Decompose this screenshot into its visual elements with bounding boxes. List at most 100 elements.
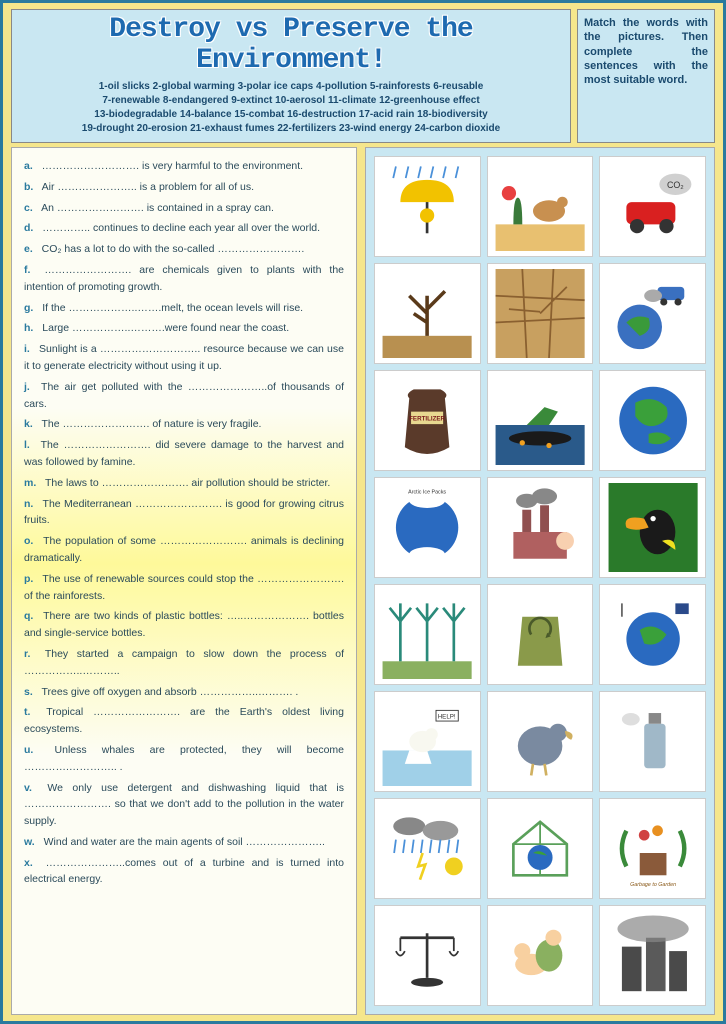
word-bank-line: 7-renewable 8-endangered 9-extinct 10-ae…	[20, 94, 562, 108]
sentence-item: n. The Mediterranean ……………………. is good f…	[24, 496, 344, 530]
picture-spray-can	[599, 691, 706, 792]
sentence-text: Unless whales are protected, they will b…	[24, 744, 344, 773]
sentence-item: b. Air ………………….. is a problem for all of…	[24, 179, 344, 196]
svg-text:HELP!: HELP!	[438, 713, 456, 720]
sentence-text: The Mediterranean ……………………. is good for …	[24, 498, 344, 527]
picture-desert-camel	[487, 156, 594, 257]
sentence-text: Air ………………….. is a problem for all of us…	[39, 181, 254, 193]
svg-text:FERTILIZER: FERTILIZER	[409, 416, 445, 423]
sentence-item: m. The laws to ……………………. air pollution s…	[24, 475, 344, 492]
picture-rainforest-toucan	[599, 477, 706, 578]
sentence-text: Wind and water are the main agents of so…	[41, 836, 325, 848]
sentence-item: l. The ……………………. did severe damage to th…	[24, 437, 344, 471]
sentence-text: They started a campaign to slow down the…	[24, 648, 344, 677]
sentence-letter: g.	[24, 302, 33, 314]
sentence-letter: r.	[24, 648, 30, 660]
svg-text:CO₂: CO₂	[667, 180, 684, 190]
sentence-item: j. The air get polluted with the ……………………	[24, 379, 344, 413]
pictures-panel: CO₂ FERTILIZER Arctic Ice Packs HELP! Garbag…	[365, 147, 715, 1015]
picture-car-globe-fumes	[599, 263, 706, 364]
sentence-letter: e.	[24, 243, 33, 255]
sentence-letter: i.	[24, 343, 30, 355]
page-title: Destroy vs Preserve the Environment!	[20, 14, 562, 76]
sentence-text: Large ……………..……….were found near the coa…	[39, 322, 289, 334]
instructions-box: Match the words with the pictures. Then …	[577, 9, 715, 143]
sentence-letter: m.	[24, 477, 36, 489]
sentence-letter: q.	[24, 610, 33, 622]
sentence-text: The ……………………. did severe damage to the h…	[24, 439, 344, 468]
picture-dead-tree	[374, 263, 481, 364]
sentence-text: Tropical ……………………. are the Earth's oldes…	[24, 706, 344, 735]
picture-garbage-to-garden: Garbage to Garden	[599, 798, 706, 899]
sentence-item: u. Unless whales are protected, they wil…	[24, 742, 344, 776]
sentence-item: e. CO₂ has a lot to do with the so-calle…	[24, 241, 344, 258]
sentence-text: ………………………. is very harmful to the enviro…	[39, 160, 303, 172]
word-bank-line: 1-oil slicks 2-global warming 3-polar ic…	[20, 80, 562, 94]
sentence-letter: u.	[24, 744, 33, 756]
sentence-item: t. Tropical ……………………. are the Earth's ol…	[24, 704, 344, 738]
sentence-item: k. The ……………………. of nature is very fragi…	[24, 416, 344, 433]
picture-car-co2: CO₂	[599, 156, 706, 257]
sentence-letter: k.	[24, 418, 33, 430]
sentence-letter: w.	[24, 836, 35, 848]
sentence-item: a. ………………………. is very harmful to the env…	[24, 158, 344, 175]
sentence-item: o. The population of some ……………………. anim…	[24, 533, 344, 567]
picture-polar-ice-caps: Arctic Ice Packs	[374, 477, 481, 578]
sentence-text: The air get polluted with the …………………..o…	[24, 381, 344, 410]
sentence-item: q. There are two kinds of plastic bottle…	[24, 608, 344, 642]
sentence-text: ……………………. are chemicals given to plants …	[24, 264, 344, 293]
sentence-letter: c.	[24, 202, 33, 214]
sentence-item: c. An ……………………. is contained in a spray …	[24, 200, 344, 217]
picture-wrestling-combat	[487, 905, 594, 1006]
sentence-text: There are two kinds of plastic bottles: …	[24, 610, 344, 639]
sentence-item: h. Large ……………..……….were found near the …	[24, 320, 344, 337]
picture-umbrella-rain	[374, 156, 481, 257]
svg-text:Arctic Ice Packs: Arctic Ice Packs	[408, 490, 446, 496]
picture-cracked-earth	[487, 263, 594, 364]
sentence-item: w. Wind and water are the main agents of…	[24, 834, 344, 851]
sentence-letter: p.	[24, 573, 33, 585]
sentence-letter: s.	[24, 686, 33, 698]
sentence-letter: o.	[24, 535, 33, 547]
sentence-text: The laws to ……………………. air pollution shou…	[42, 477, 330, 489]
sentence-letter: a.	[24, 160, 33, 172]
sentence-item: v. We only use detergent and dishwashing…	[24, 780, 344, 830]
picture-buildings-smog	[599, 905, 706, 1006]
picture-recycle-bag	[487, 584, 594, 685]
picture-wind-turbines	[374, 584, 481, 685]
sentence-text: The ……………………. of nature is very fragile.	[39, 418, 262, 430]
sentence-text: ………….. continues to decline each year al…	[39, 222, 320, 234]
sentence-text: Sunlight is a ……………………….. resource becau…	[24, 343, 344, 372]
sentence-letter: l.	[24, 439, 30, 451]
svg-text:Garbage to Garden: Garbage to Garden	[630, 882, 676, 888]
sentence-letter: t.	[24, 706, 30, 718]
sentence-item: s. Trees give off oxygen and absorb ……………	[24, 684, 344, 701]
sentence-letter: h.	[24, 322, 33, 334]
sentence-item: d. ………….. continues to decline each year…	[24, 220, 344, 237]
main-row: a. ………………………. is very harmful to the env…	[3, 147, 723, 1023]
sentence-text: We only use detergent and dishwashing li…	[24, 782, 344, 828]
sentence-text: The use of renewable sources could stop …	[24, 573, 344, 602]
sentence-letter: j.	[24, 381, 30, 393]
sentence-letter: x.	[24, 857, 33, 869]
sentence-text: Trees give off oxygen and absorb ……………..…	[39, 686, 299, 698]
header-row: Destroy vs Preserve the Environment! 1-o…	[3, 3, 723, 147]
sentence-letter: d.	[24, 222, 33, 234]
word-bank: 1-oil slicks 2-global warming 3-polar ic…	[20, 80, 562, 136]
sentences-panel: a. ………………………. is very harmful to the env…	[11, 147, 357, 1015]
sentence-item: g. If the ………………..…….melt, the ocean lev…	[24, 300, 344, 317]
sentence-item: i. Sunlight is a ……………………….. resource be…	[24, 341, 344, 375]
picture-fertilizer-sack: FERTILIZER	[374, 370, 481, 471]
sentence-letter: f.	[24, 264, 30, 276]
picture-globe-renewables	[599, 584, 706, 685]
sentence-letter: b.	[24, 181, 33, 193]
sentence-text: An ……………………. is contained in a spray can…	[39, 202, 274, 214]
sentence-item: p. The use of renewable sources could st…	[24, 571, 344, 605]
picture-balance-scale	[374, 905, 481, 1006]
sentence-text: The population of some ……………………. animals…	[24, 535, 344, 564]
sentence-text: CO₂ has a lot to do with the so-called ……	[39, 243, 305, 255]
sentence-item: x. …………………..comes out of a turbine and i…	[24, 855, 344, 889]
picture-weather-storms	[374, 798, 481, 899]
sentence-letter: v.	[24, 782, 32, 794]
picture-greenhouse-earth	[487, 798, 594, 899]
